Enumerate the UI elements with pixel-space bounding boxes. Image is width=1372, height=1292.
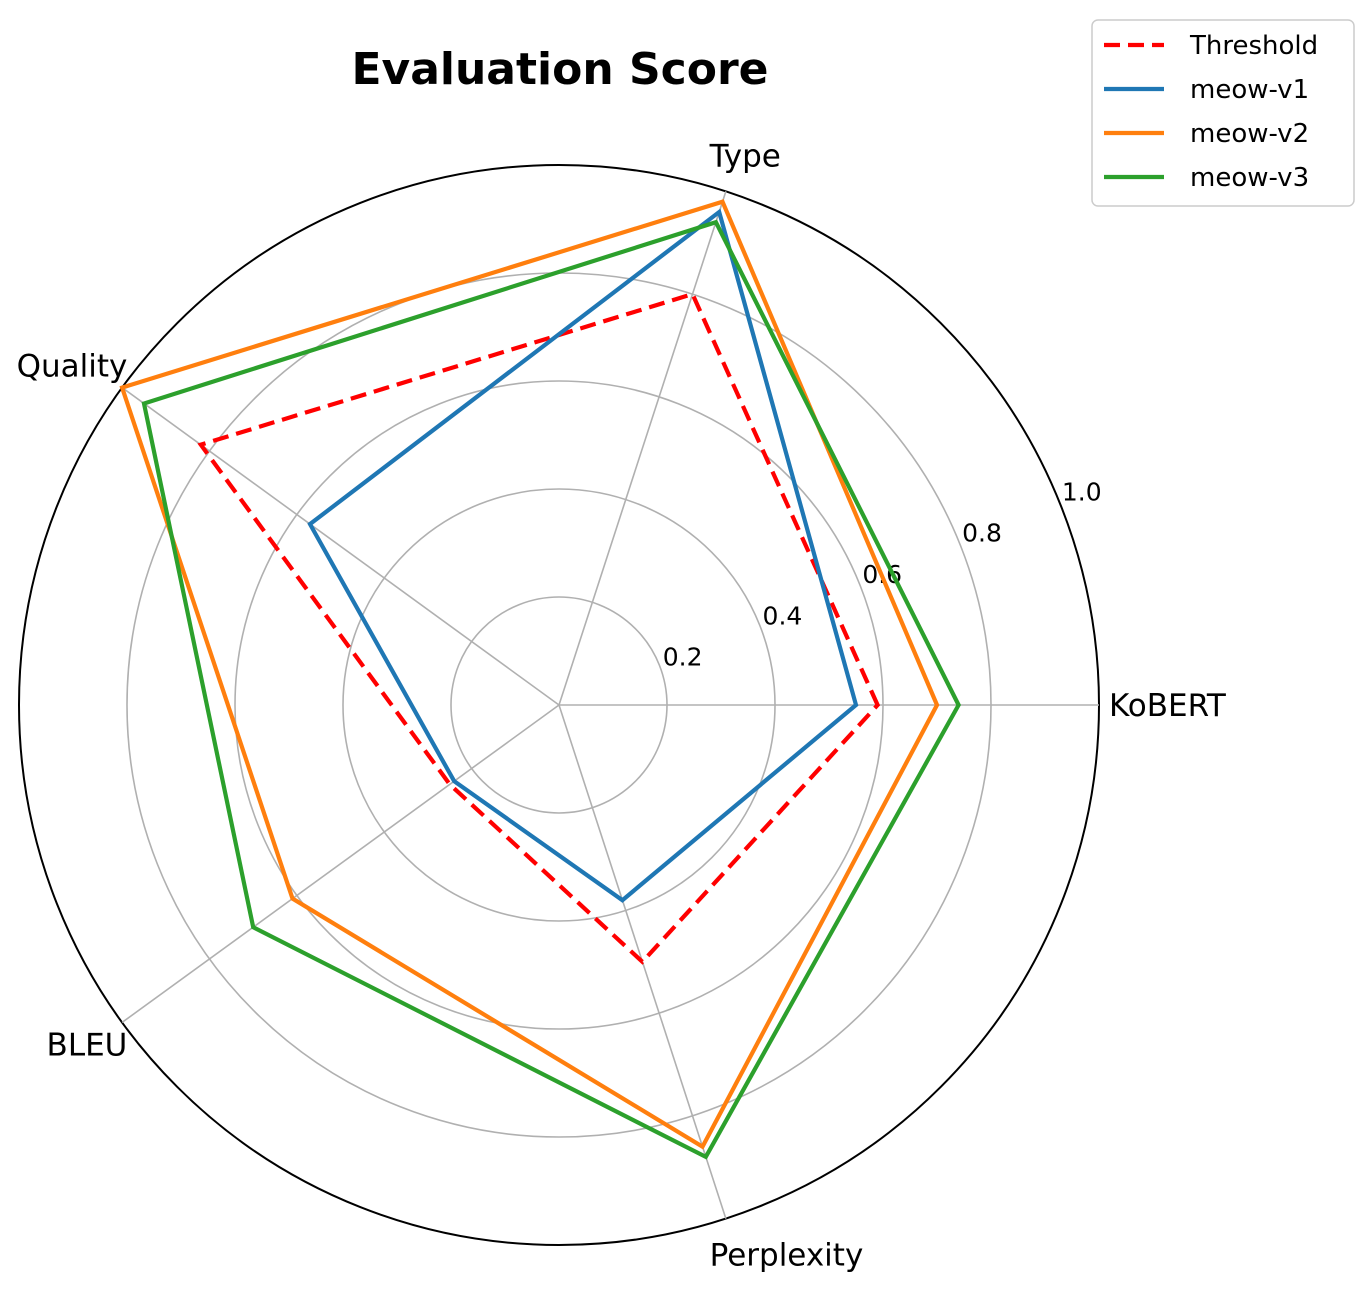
legend: Threshold meow-v1 meow-v2 meow-v3 [1091, 19, 1355, 207]
series-layer [119, 199, 961, 1160]
radial-tick-label: 1.0 [1062, 477, 1102, 506]
legend-label: Threshold [1189, 31, 1318, 61]
grid-spoke [558, 191, 727, 706]
axis-label-kobert: KoBERT [1109, 688, 1227, 724]
radial-tick-label: 0.4 [763, 601, 803, 630]
chart-title: Evaluation Score [351, 44, 768, 95]
legend-label: meow-v3 [1190, 163, 1309, 193]
radial-tick-label: 0.2 [663, 643, 703, 672]
axis-label-quality: Quality [17, 348, 128, 384]
radial-tick-label: 0.8 [962, 519, 1002, 548]
grid-spoke [121, 704, 560, 1024]
grid-spoke [121, 386, 560, 706]
legend-box [1091, 19, 1355, 207]
series-meow-v2 [119, 199, 940, 1150]
axis-labels: KoBERT Type Quality BLEU Perplexity [17, 138, 1227, 1273]
axis-label-type: Type [709, 138, 781, 174]
legend-label: meow-v1 [1190, 75, 1309, 105]
legend-label: meow-v2 [1190, 119, 1309, 149]
series-meow-v1 [307, 208, 859, 903]
radial-tick-labels: 0.20.40.60.81.0 [663, 477, 1102, 671]
series-threshold [197, 291, 881, 965]
axis-label-bleu: BLEU [47, 1028, 128, 1064]
series-meow-v3 [141, 219, 961, 1160]
axis-label-perplexity: Perplexity [710, 1238, 864, 1274]
